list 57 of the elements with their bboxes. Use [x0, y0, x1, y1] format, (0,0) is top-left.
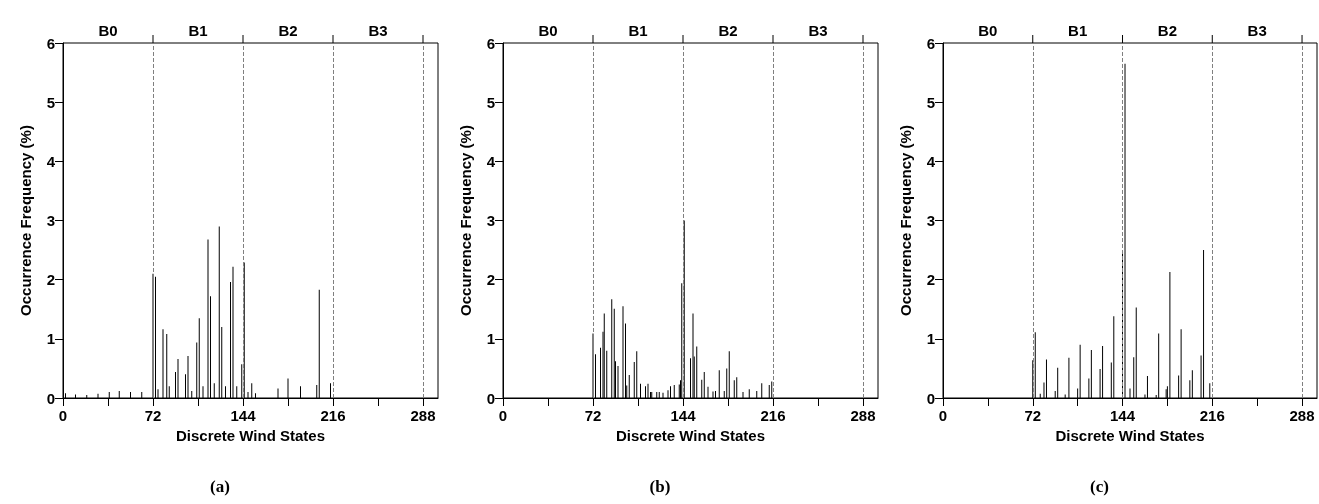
x-tick-label: 216: [320, 407, 346, 424]
text: (b): [649, 477, 671, 496]
y-axis-title: Occurrence Frequency (%): [897, 125, 914, 316]
text: B0: [538, 22, 558, 39]
x-tick-label: 0: [58, 407, 68, 424]
x-tick-label: 216: [760, 407, 786, 424]
y-axis-title: Occurrence Frequency (%): [457, 125, 474, 316]
text: B2: [1157, 22, 1177, 39]
text: B3: [808, 22, 828, 39]
text: B1: [1068, 22, 1088, 39]
x-tick-label: 0: [498, 407, 508, 424]
x-tick-label: 0: [938, 407, 948, 424]
x-tick-label: 288: [850, 407, 876, 424]
text: B2: [278, 22, 298, 39]
text: B1: [628, 22, 648, 39]
x-tick-label: 72: [144, 407, 162, 424]
text: B0: [98, 22, 118, 39]
x-tick-label: 216: [1199, 407, 1225, 424]
x-tick-label: 288: [410, 407, 436, 424]
y-tick-label: 2: [486, 271, 495, 289]
text: B1: [188, 22, 208, 39]
x-tick-label: 72: [1024, 407, 1042, 424]
text: B2: [718, 22, 738, 39]
x-tick-label: 144: [670, 407, 697, 424]
y-tick-label: 4: [46, 152, 56, 170]
y-tick-label: 3: [486, 212, 495, 229]
y-tick-label: 4: [486, 152, 496, 170]
text: B3: [368, 22, 388, 39]
x-axis-title: Discrete Wind States: [1055, 426, 1205, 444]
y-tick-label: 6: [926, 34, 935, 52]
y-tick-label: 6: [46, 34, 55, 52]
y-tick-label: 5: [486, 93, 495, 111]
y-tick-label: 1: [926, 330, 935, 348]
y-tick-label: 1: [46, 330, 55, 348]
y-tick-label: 3: [926, 212, 935, 229]
y-tick-label: 2: [46, 271, 55, 289]
x-axis-title: Discrete Wind States: [615, 426, 766, 444]
text: (a): [210, 477, 230, 496]
x-tick-label: 288: [1289, 407, 1315, 424]
y-tick-label: 0: [486, 389, 495, 407]
y-tick-label: 6: [486, 34, 495, 52]
y-tick-label: 5: [46, 93, 55, 111]
y-tick-label: 4: [926, 152, 936, 170]
y-tick-label: 0: [46, 389, 55, 407]
x-tick-label: 144: [1110, 407, 1136, 424]
text: B3: [1247, 22, 1267, 39]
x-tick-label: 144: [230, 407, 257, 424]
text: (c): [1090, 477, 1109, 496]
y-tick-label: 2: [926, 271, 935, 289]
y-axis-title: Occurrence Frequency (%): [17, 125, 34, 316]
x-axis-title: Discrete Wind States: [175, 426, 326, 444]
y-tick-label: 1: [486, 330, 495, 348]
x-tick-label: 72: [584, 407, 602, 424]
text: B0: [978, 22, 998, 39]
y-tick-label: 5: [926, 93, 935, 111]
y-tick-label: 0: [926, 389, 935, 407]
y-tick-label: 3: [46, 212, 55, 229]
